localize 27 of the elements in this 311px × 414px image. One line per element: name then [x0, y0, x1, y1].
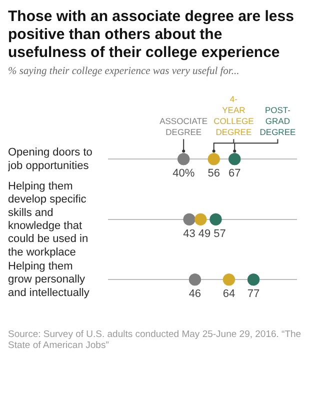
point: [183, 213, 196, 226]
point: [194, 213, 207, 226]
point: [208, 153, 220, 166]
source-note: Source: Survey of U.S. adults conducted May 25-June 29, 2016. “The State of American Jobs”: [8, 329, 302, 351]
text: POST-GRAD DEGREE: [260, 105, 296, 138]
data-label: 43: [183, 228, 196, 240]
point: [228, 153, 241, 166]
data-label: 57: [214, 228, 226, 240]
series-label: 4-YEAR COLLEGE DEGREE: [214, 94, 254, 138]
y-tick-label: Opening doors to job opportunities: [7, 146, 92, 172]
y-tick-label: Helping them grow personally and intellectually: [8, 260, 90, 299]
point: [222, 274, 235, 286]
chart-subtitle: % saying their college experience was very useful for...: [8, 66, 240, 77]
chart-title: Those with an associate degree are less positive than others about the usefulness of their college experience: [8, 8, 295, 62]
data-label: 49: [198, 228, 211, 240]
point: [248, 274, 260, 286]
data-label: 67: [228, 168, 241, 180]
y-tick-label: Helping them develop specific skills and knowledge that could be used in the workplace: [8, 180, 88, 258]
data-label: 64: [222, 288, 236, 300]
point: [178, 153, 190, 166]
point: [188, 274, 201, 286]
data-label: 77: [247, 288, 260, 300]
data-label: 56: [208, 168, 220, 180]
data-label: 40%: [172, 168, 195, 180]
text: ASSOCIATE DEGREE: [160, 116, 208, 138]
point: [210, 213, 222, 226]
data-label: 46: [188, 288, 202, 300]
